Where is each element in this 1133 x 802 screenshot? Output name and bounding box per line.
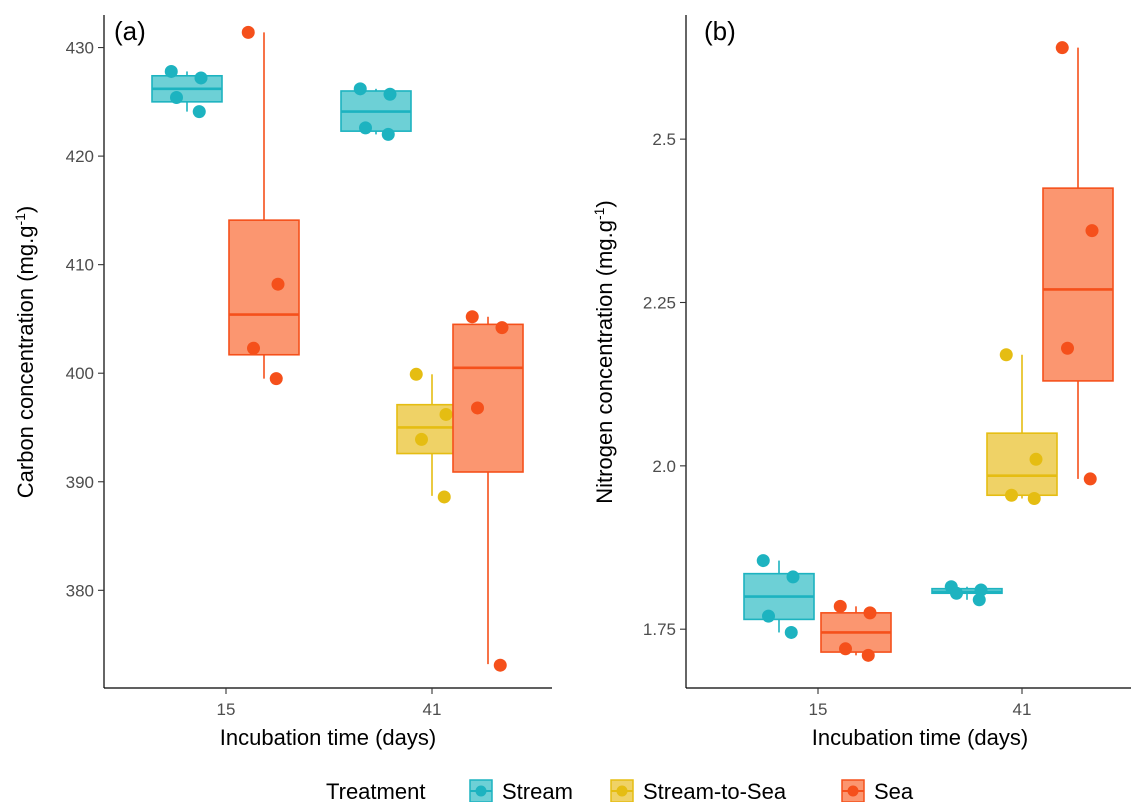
box-sea-day-41 bbox=[452, 310, 524, 672]
box-stream-to-sea-day-41 bbox=[986, 348, 1058, 506]
data-point bbox=[437, 490, 451, 504]
data-point bbox=[1005, 488, 1018, 502]
data-point bbox=[972, 593, 986, 607]
x-tick-label: 41 bbox=[1013, 700, 1032, 719]
data-point bbox=[1055, 41, 1069, 55]
y-tick-label: 380 bbox=[66, 581, 94, 600]
x-axis-title-b: Incubation time (days) bbox=[812, 725, 1028, 750]
x-axis-title-a: Incubation time (days) bbox=[220, 725, 436, 750]
box-iqr bbox=[228, 219, 300, 356]
data-point bbox=[786, 570, 800, 584]
data-point bbox=[415, 432, 428, 446]
box-iqr bbox=[986, 432, 1058, 497]
data-point bbox=[833, 599, 847, 613]
data-point bbox=[170, 90, 183, 104]
data-point bbox=[164, 64, 178, 78]
y-tick-label: 1.75 bbox=[643, 620, 676, 639]
data-point bbox=[269, 372, 283, 386]
legend-swatch-point bbox=[616, 785, 628, 797]
x-tick-label: 15 bbox=[809, 700, 828, 719]
data-point bbox=[1085, 224, 1099, 238]
panel-label-b: (b) bbox=[704, 16, 736, 46]
panel-b-nitrogen: 1.752.02.252.5 15 41 (b) Incubation time … bbox=[591, 15, 1131, 750]
y-tick-label: 430 bbox=[66, 39, 94, 58]
y-tick-label: 2.5 bbox=[652, 130, 676, 149]
y-tick-label: 2.0 bbox=[652, 457, 676, 476]
data-point bbox=[999, 348, 1013, 362]
data-point bbox=[1027, 492, 1041, 506]
y-ticks-a: 380 390 400 410 420 430 bbox=[66, 39, 104, 600]
y-axis-title-b: Nitrogen concentration (mg.g-1) bbox=[591, 200, 617, 503]
y-tick-label: 410 bbox=[66, 256, 94, 275]
data-point bbox=[756, 554, 770, 568]
box-stream-day-15 bbox=[743, 554, 815, 639]
x-ticks-a: 15 41 bbox=[217, 688, 442, 719]
legend-title: Treatment bbox=[326, 779, 425, 802]
box-stream-day-15 bbox=[151, 64, 223, 119]
data-point bbox=[974, 583, 988, 597]
y-axis-title-a-sup: -1 bbox=[12, 213, 28, 226]
data-point bbox=[762, 609, 775, 623]
data-point bbox=[471, 401, 484, 415]
x-tick-label: 15 bbox=[217, 700, 236, 719]
box-stream-day-41 bbox=[340, 82, 412, 141]
box-iqr bbox=[1042, 187, 1114, 382]
legend-items: Stream Stream-to-Sea Sea bbox=[469, 779, 914, 802]
data-point bbox=[1061, 341, 1074, 355]
legend-swatch-point bbox=[475, 785, 487, 797]
box-sea-day-41 bbox=[1042, 41, 1114, 486]
y-ticks-b: 1.75 2.0 2.25 2.5 bbox=[643, 130, 686, 639]
y-axis-title-a-main: Carbon concentration (mg.g bbox=[13, 226, 38, 499]
x-tick-label: 41 bbox=[423, 700, 442, 719]
data-point bbox=[839, 642, 852, 656]
y-axis-title-b-sup: -1 bbox=[591, 207, 607, 220]
data-point bbox=[192, 105, 206, 119]
data-point bbox=[439, 407, 453, 421]
legend-swatch-point bbox=[847, 785, 859, 797]
data-point bbox=[381, 127, 395, 141]
y-tick-label: 390 bbox=[66, 473, 94, 492]
data-point bbox=[465, 310, 479, 324]
y-tick-label: 400 bbox=[66, 364, 94, 383]
legend-label: Stream-to-Sea bbox=[643, 779, 787, 802]
legend-label: Stream bbox=[502, 779, 573, 802]
data-point bbox=[1083, 472, 1097, 486]
box-stream-day-41 bbox=[931, 580, 1003, 607]
y-axis-title-b-end: ) bbox=[592, 200, 617, 207]
x-ticks-b: 15 41 bbox=[809, 688, 1032, 719]
box-iqr bbox=[452, 323, 524, 473]
data-point bbox=[409, 367, 423, 381]
legend-label: Sea bbox=[874, 779, 914, 802]
y-axis-title-a-end: ) bbox=[13, 206, 38, 213]
data-point bbox=[194, 71, 208, 85]
data-point bbox=[863, 606, 877, 620]
legend-item-stream: Stream bbox=[469, 779, 573, 802]
data-point bbox=[271, 277, 285, 291]
y-axis-title-a: Carbon concentration (mg.g-1) bbox=[12, 206, 38, 498]
data-point bbox=[383, 87, 397, 101]
y-tick-label: 2.25 bbox=[643, 293, 676, 312]
data-point bbox=[359, 121, 372, 135]
y-tick-label: 420 bbox=[66, 147, 94, 166]
legend-item-sea: Sea bbox=[841, 779, 914, 802]
boxes-b bbox=[743, 41, 1114, 662]
data-point bbox=[861, 648, 875, 662]
data-point bbox=[784, 625, 798, 639]
data-point bbox=[1029, 452, 1043, 466]
boxes-a bbox=[151, 25, 524, 672]
data-point bbox=[495, 321, 509, 335]
data-point bbox=[247, 341, 260, 355]
y-axis-title-b-main: Nitrogen concentration (mg.g bbox=[592, 220, 617, 504]
data-point bbox=[950, 586, 963, 600]
data-point bbox=[241, 25, 255, 39]
box-sea-day-15 bbox=[820, 599, 892, 662]
box-sea-day-15 bbox=[228, 25, 300, 386]
data-point bbox=[493, 658, 507, 672]
data-point bbox=[353, 82, 367, 96]
legend-item-stream-to-sea: Stream-to-Sea bbox=[610, 779, 787, 802]
panel-label-a: (a) bbox=[114, 16, 146, 46]
legend: Treatment Stream Stream-to-Sea Sea bbox=[326, 779, 914, 802]
